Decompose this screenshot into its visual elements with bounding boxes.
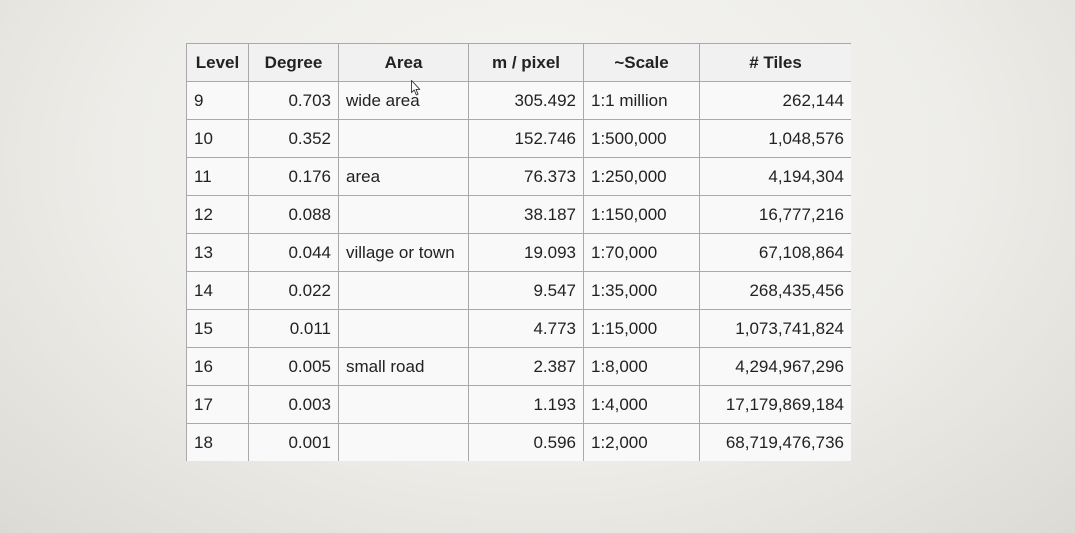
- table-row: 14 0.022 9.547 1:35,000 268,435,456: [186, 271, 851, 310]
- cell-scale: 1:250,000: [583, 157, 700, 196]
- table-row: 12 0.088 38.187 1:150,000 16,777,216: [186, 195, 851, 234]
- cell-scale: 1:2,000: [583, 423, 700, 461]
- cell-m-per-pixel: 0.596: [468, 423, 584, 461]
- cell-m-per-pixel: 4.773: [468, 309, 584, 348]
- cell-level: 16: [186, 347, 249, 386]
- cell-m-per-pixel: 305.492: [468, 81, 584, 120]
- cell-scale: 1:70,000: [583, 233, 700, 272]
- table-row: 11 0.176 area 76.373 1:250,000 4,194,304: [186, 157, 851, 196]
- cell-tiles: 4,294,967,296: [699, 347, 851, 386]
- cell-scale: 1:15,000: [583, 309, 700, 348]
- cell-tiles: 67,108,864: [699, 233, 851, 272]
- cell-degree: 0.003: [248, 385, 339, 424]
- cell-area: [338, 195, 469, 234]
- cell-scale: 1:1 million: [583, 81, 700, 120]
- cell-degree: 0.176: [248, 157, 339, 196]
- cell-level: 14: [186, 271, 249, 310]
- cell-tiles: 68,719,476,736: [699, 423, 851, 461]
- cell-tiles: 1,048,576: [699, 119, 851, 158]
- cell-tiles: 1,073,741,824: [699, 309, 851, 348]
- header-scale: ~Scale: [583, 43, 700, 82]
- cell-degree: 0.352: [248, 119, 339, 158]
- cell-level: 15: [186, 309, 249, 348]
- cell-m-per-pixel: 38.187: [468, 195, 584, 234]
- cell-tiles: 262,144: [699, 81, 851, 120]
- cell-degree: 0.703: [248, 81, 339, 120]
- header-level: Level: [186, 43, 249, 82]
- table-row: 10 0.352 152.746 1:500,000 1,048,576: [186, 119, 851, 158]
- cell-level: 12: [186, 195, 249, 234]
- zoom-level-table: Level Degree Area m / pixel ~Scale # Til…: [186, 43, 851, 461]
- table-header-row: Level Degree Area m / pixel ~Scale # Til…: [186, 43, 851, 82]
- cell-m-per-pixel: 9.547: [468, 271, 584, 310]
- table-row: 13 0.044 village or town 19.093 1:70,000…: [186, 233, 851, 272]
- cell-degree: 0.001: [248, 423, 339, 461]
- cell-level: 13: [186, 233, 249, 272]
- cell-area: [338, 119, 469, 158]
- cell-level: 9: [186, 81, 249, 120]
- cell-area: village or town: [338, 233, 469, 272]
- cell-tiles: 17,179,869,184: [699, 385, 851, 424]
- cell-level: 11: [186, 157, 249, 196]
- cell-tiles: 16,777,216: [699, 195, 851, 234]
- cell-m-per-pixel: 19.093: [468, 233, 584, 272]
- cell-area: area: [338, 157, 469, 196]
- cell-m-per-pixel: 76.373: [468, 157, 584, 196]
- cell-area: wide area: [338, 81, 469, 120]
- header-degree: Degree: [248, 43, 339, 82]
- mouse-pointer-icon: [411, 80, 421, 96]
- cell-scale: 1:500,000: [583, 119, 700, 158]
- cell-degree: 0.044: [248, 233, 339, 272]
- cell-level: 18: [186, 423, 249, 461]
- cell-m-per-pixel: 152.746: [468, 119, 584, 158]
- table-row: 16 0.005 small road 2.387 1:8,000 4,294,…: [186, 347, 851, 386]
- cell-area: [338, 423, 469, 461]
- cell-degree: 0.005: [248, 347, 339, 386]
- cell-m-per-pixel: 2.387: [468, 347, 584, 386]
- table-row: 17 0.003 1.193 1:4,000 17,179,869,184: [186, 385, 851, 424]
- cell-degree: 0.088: [248, 195, 339, 234]
- cell-scale: 1:150,000: [583, 195, 700, 234]
- header-area: Area: [338, 43, 469, 82]
- cell-level: 10: [186, 119, 249, 158]
- cell-area: small road: [338, 347, 469, 386]
- table-row: 18 0.001 0.596 1:2,000 68,719,476,736: [186, 423, 851, 461]
- cell-area: [338, 385, 469, 424]
- table-row: 9 0.703 wide area 305.492 1:1 million 26…: [186, 81, 851, 120]
- cell-area: [338, 309, 469, 348]
- header-tiles: # Tiles: [699, 43, 851, 82]
- cell-level: 17: [186, 385, 249, 424]
- cell-scale: 1:4,000: [583, 385, 700, 424]
- cell-degree: 0.022: [248, 271, 339, 310]
- cell-degree: 0.011: [248, 309, 339, 348]
- cell-scale: 1:35,000: [583, 271, 700, 310]
- cell-tiles: 4,194,304: [699, 157, 851, 196]
- zoom-level-table-container: Level Degree Area m / pixel ~Scale # Til…: [186, 43, 851, 461]
- cell-tiles: 268,435,456: [699, 271, 851, 310]
- cell-scale: 1:8,000: [583, 347, 700, 386]
- table-row: 15 0.011 4.773 1:15,000 1,073,741,824: [186, 309, 851, 348]
- cell-m-per-pixel: 1.193: [468, 385, 584, 424]
- header-m-per-pixel: m / pixel: [468, 43, 584, 82]
- cell-area: [338, 271, 469, 310]
